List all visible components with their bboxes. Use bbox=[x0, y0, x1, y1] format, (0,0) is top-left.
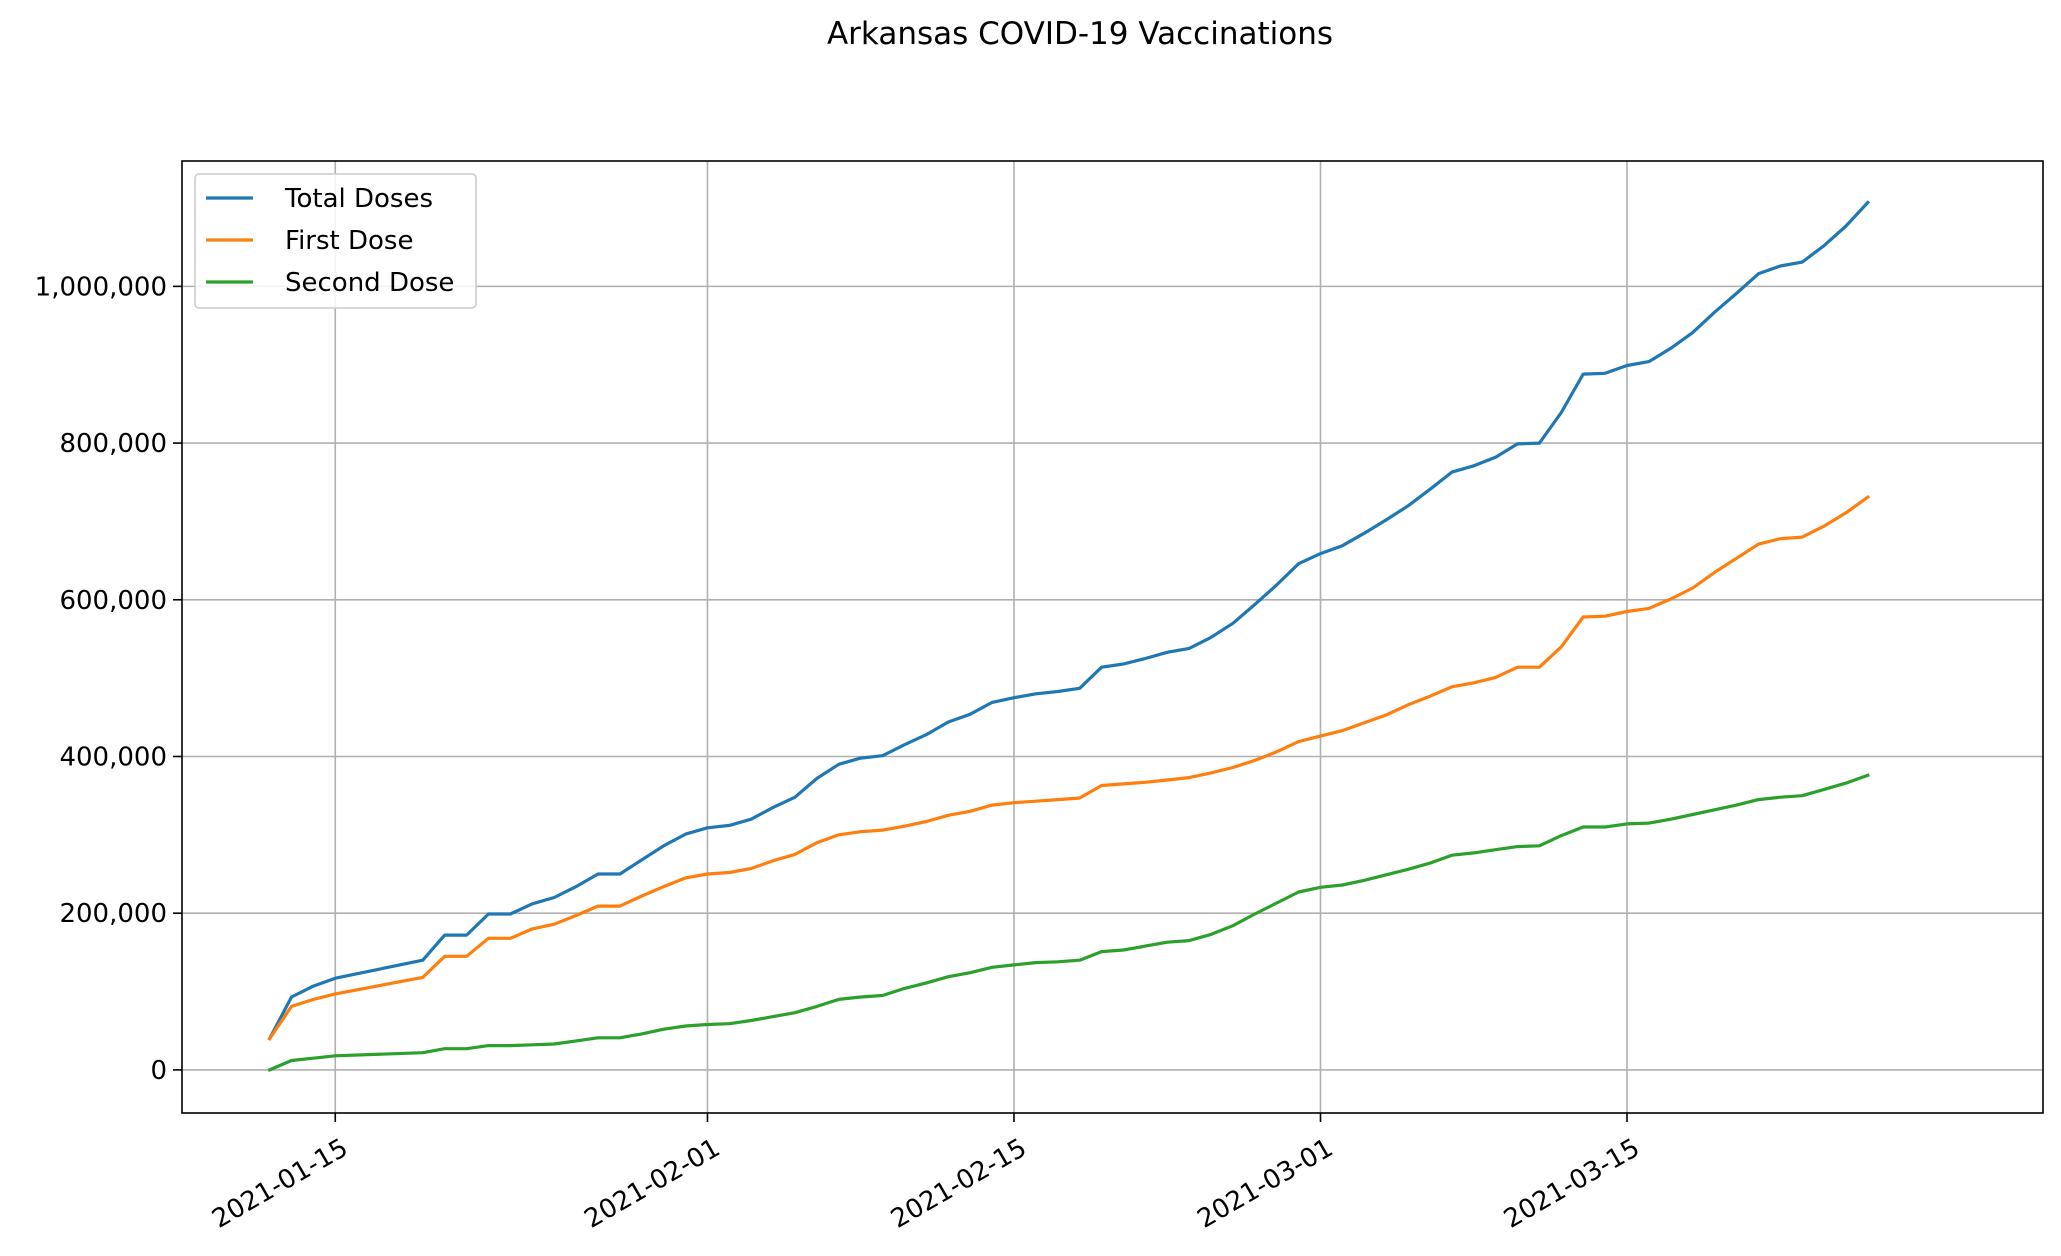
x-tick-label: 2021-02-01 bbox=[579, 1133, 725, 1235]
x-tick-label: 2021-02-15 bbox=[886, 1133, 1032, 1235]
legend-label-second-dose: Second Dose bbox=[285, 268, 454, 298]
y-tick-label: 400,000 bbox=[59, 742, 167, 772]
series-line-first-dose bbox=[267, 494, 1871, 1041]
series-lines bbox=[267, 200, 1871, 1073]
x-axis-ticks: 2021-01-15 2021-02-01 2021-02-15 2021-03-01… bbox=[207, 1113, 1645, 1235]
y-tick-label: 200,000 bbox=[59, 899, 167, 929]
series-line-second-dose bbox=[267, 773, 1870, 1073]
chart-title: Arkansas COVID-19 Vaccinations bbox=[827, 16, 1333, 52]
plot-area-frame bbox=[181, 160, 2044, 1114]
x-tick-label: 2021-01-15 bbox=[207, 1133, 353, 1235]
chart-legend: Total Doses First Dose Second Dose bbox=[194, 173, 477, 309]
legend-label-first-dose: First Dose bbox=[285, 226, 413, 256]
y-tick-label: 1,000,000 bbox=[35, 272, 167, 302]
y-tick-label: 800,000 bbox=[59, 429, 167, 459]
legend-label-total-doses: Total Doses bbox=[284, 184, 433, 214]
legend-box bbox=[194, 173, 477, 309]
x-tick-label: 2021-03-15 bbox=[1499, 1133, 1645, 1235]
y-tick-label: 600,000 bbox=[59, 586, 167, 616]
y-axis-ticks: 0 200,000 400,000 600,000 800,000 1,000,000 bbox=[35, 272, 182, 1086]
y-tick-label: 0 bbox=[150, 1056, 167, 1086]
x-tick-label: 2021-03-01 bbox=[1193, 1133, 1339, 1235]
series-line-total-doses bbox=[267, 200, 1871, 1041]
